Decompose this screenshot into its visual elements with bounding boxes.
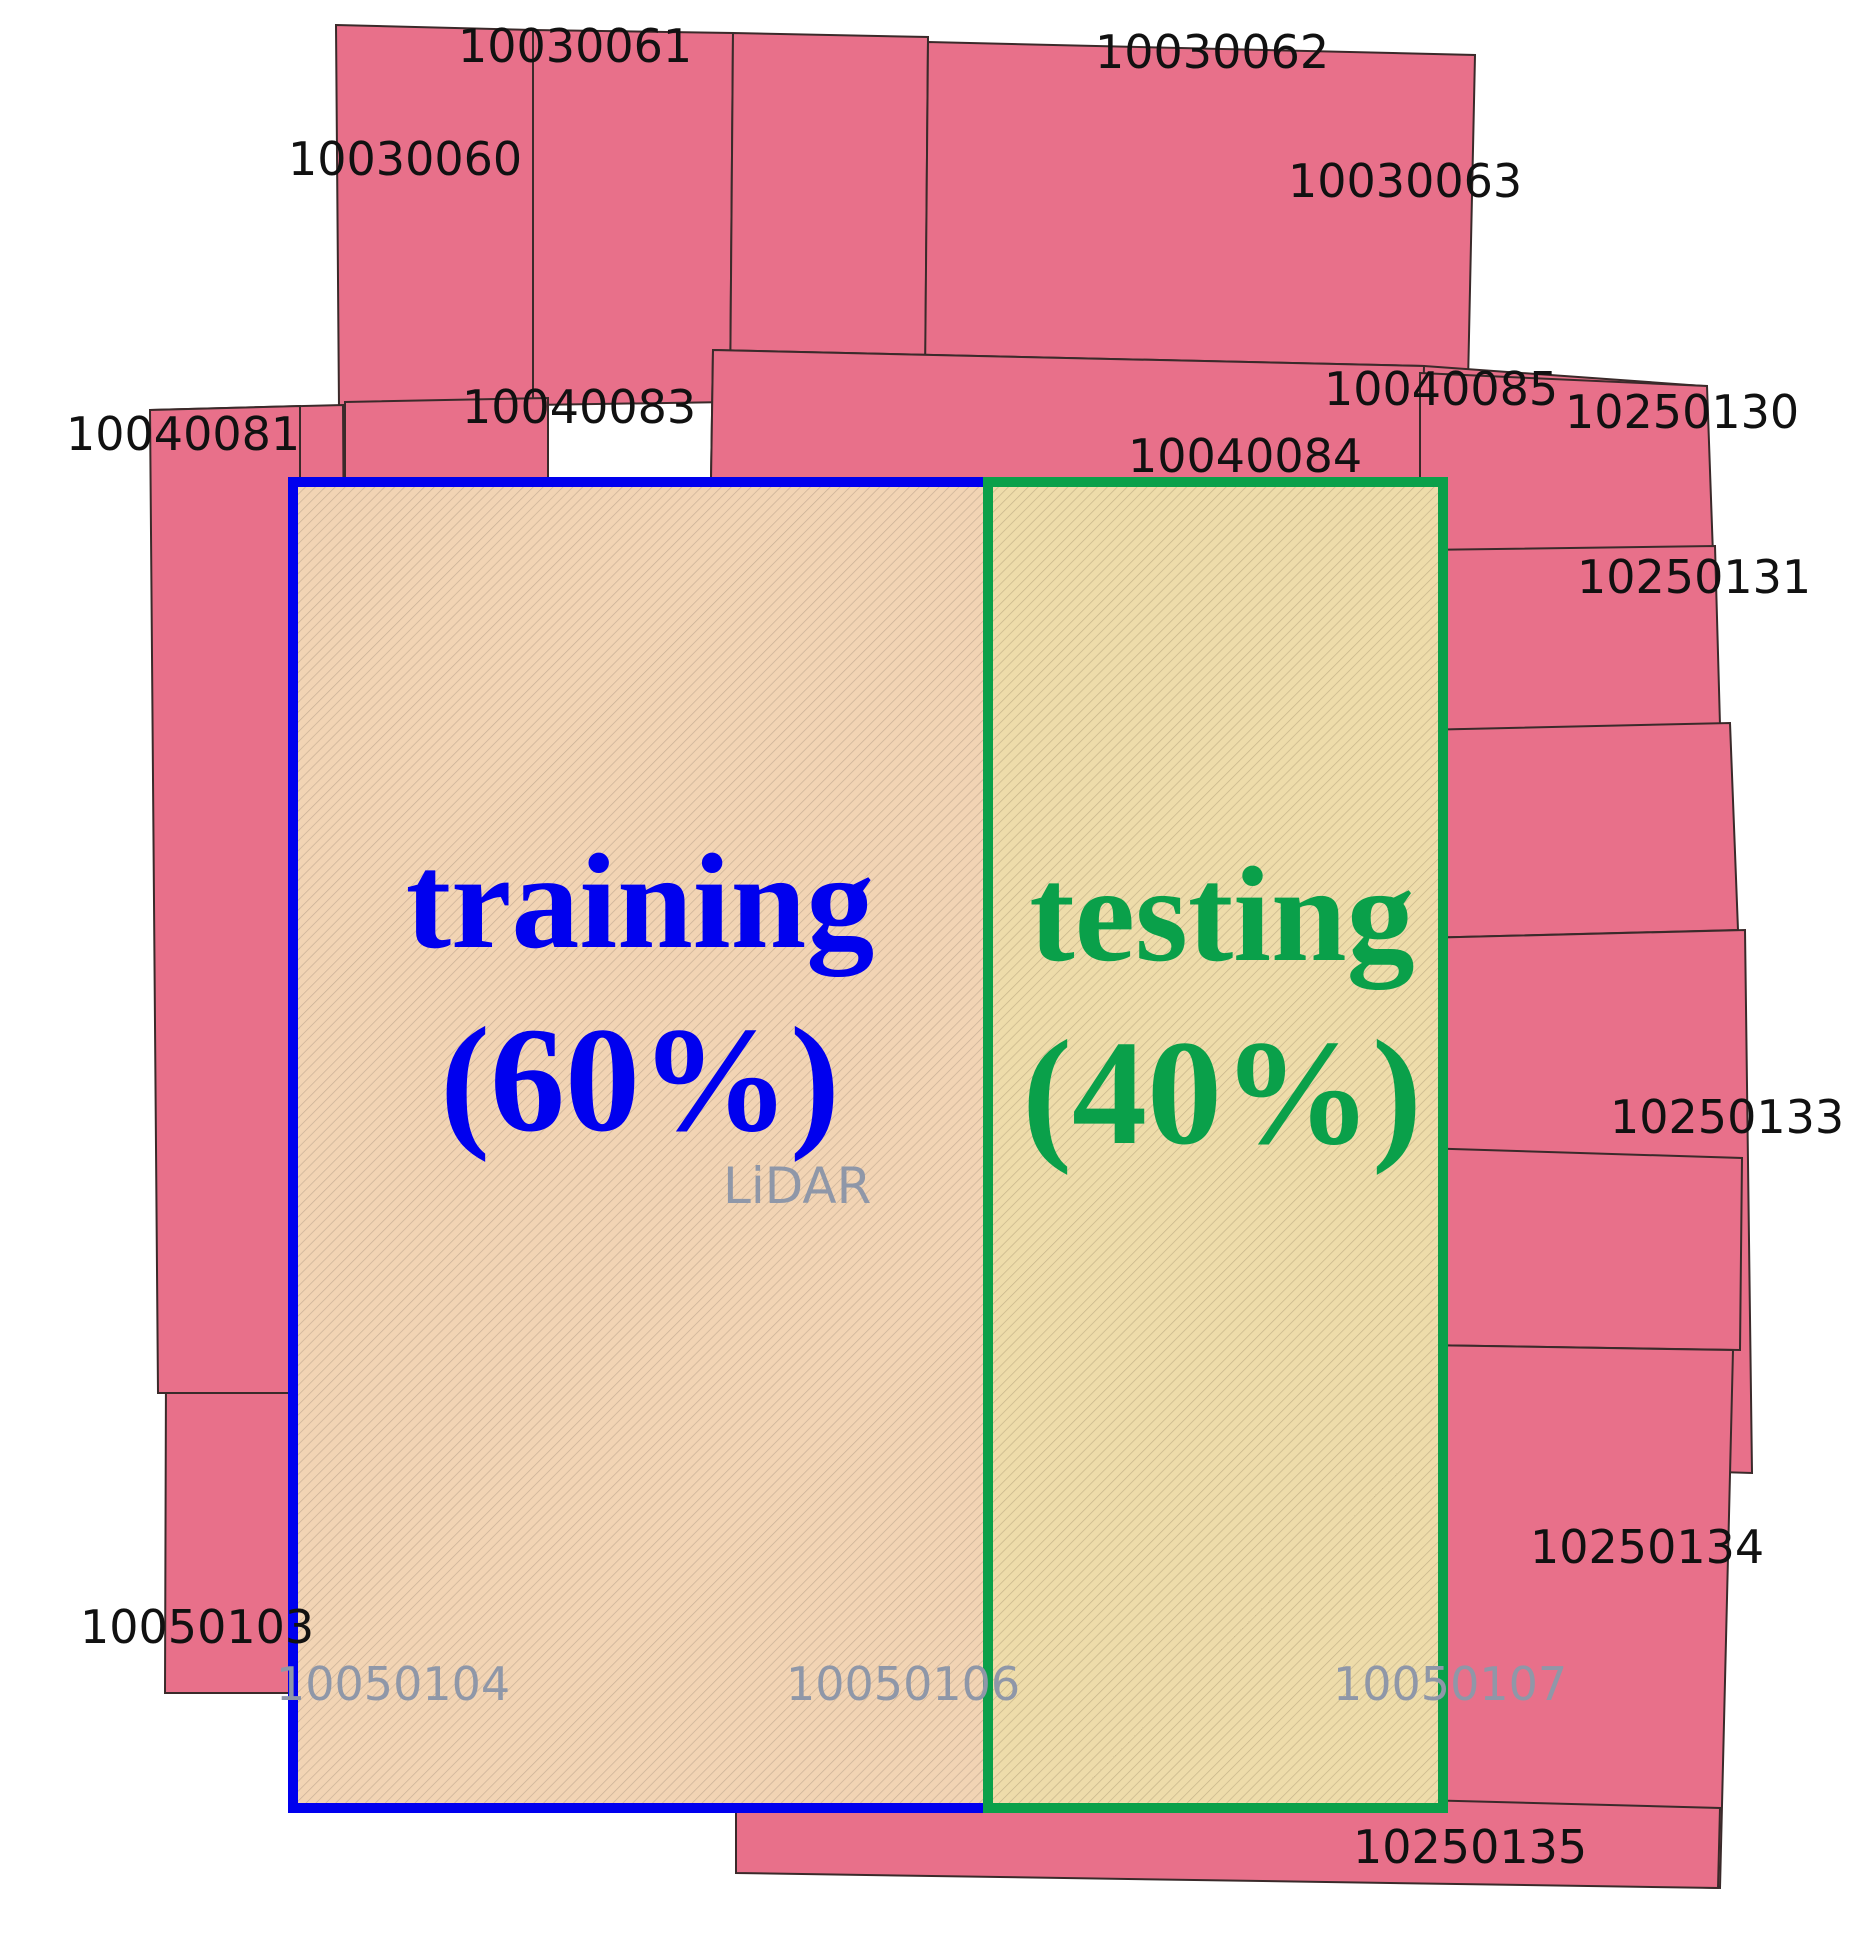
tile-label: 10040084	[1128, 429, 1362, 483]
training-area	[288, 477, 993, 1813]
tile-label: 10250133	[1610, 1090, 1844, 1144]
tile-label: 10050104	[276, 1657, 510, 1711]
tile-10030061	[532, 28, 735, 407]
tile-label: 10030061	[458, 19, 692, 73]
tile-label: 10050106	[786, 1657, 1020, 1711]
tile-label: 10250134	[1530, 1520, 1764, 1574]
tile-10250132	[1419, 721, 1740, 940]
tile-10030062	[728, 31, 930, 404]
tile-label: 10030063	[1288, 154, 1522, 208]
tile-10040081-west	[148, 404, 301, 1394]
tile-labels: 10030061 10030062 10030060 10030063 1004…	[66, 19, 1844, 1874]
tile-10250134	[1419, 1146, 1744, 1352]
tile-label: 10040081	[66, 407, 300, 461]
tile-label: 10030062	[1095, 25, 1329, 79]
testing-area	[983, 477, 1448, 1813]
study-area	[288, 477, 1448, 1813]
tile-label: 10040083	[462, 380, 696, 434]
tile-label: 10050107	[1333, 1657, 1567, 1711]
training-percent: (60%)	[440, 997, 840, 1163]
testing-title: testing	[1029, 840, 1414, 990]
testing-percent: (40%)	[1022, 1010, 1422, 1176]
tile-label: 10050103	[80, 1600, 314, 1654]
tile-label: 10250131	[1577, 550, 1811, 604]
layer-label: LiDAR	[723, 1157, 871, 1215]
tile-label: 10040085	[1324, 362, 1558, 416]
tile-label: 10250135	[1353, 1820, 1587, 1874]
tile-10030063	[923, 40, 1477, 385]
tile-label: 10250130	[1565, 385, 1799, 439]
tile-label: 10030060	[288, 132, 522, 186]
tile-10030060	[334, 23, 534, 410]
training-title: training	[406, 827, 875, 977]
